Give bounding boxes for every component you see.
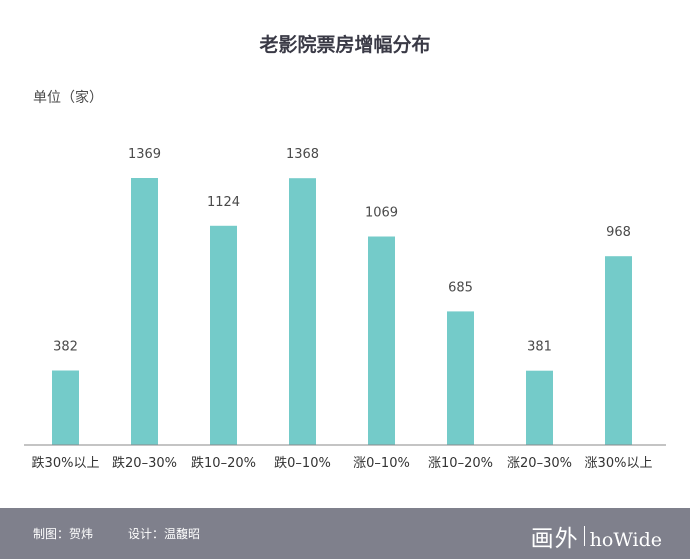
x-tick-label: 涨0–10% [353,456,410,471]
brand-divider [583,526,585,546]
bar-chart: 382 跌30%以上 1369 跌20–30% 1124 跌10–20% 1368 跌0–10… [24,147,666,471]
y-axis-unit-label: 单位（家） [33,90,103,106]
data-label: 382 [53,339,78,354]
bar [368,236,395,445]
brand-name-cn: 画外 [530,526,579,552]
bar [289,178,316,445]
x-tick-label: 跌30%以上 [32,455,100,471]
bar [605,256,632,445]
chart-title: 老影院票房增幅分布 [259,34,431,56]
brand-name-en: hoWide [589,529,662,551]
data-label: 685 [448,280,473,295]
x-tick-label: 跌10–20% [191,455,256,471]
data-label: 1124 [207,195,240,210]
data-label: 1368 [286,147,319,162]
bar [447,311,474,445]
bar [131,178,158,445]
data-label: 381 [527,340,552,355]
data-label: 1369 [128,147,161,162]
brand-logo: 画外 hoWide [531,519,662,553]
data-label: 968 [606,225,631,240]
bar [526,370,553,445]
x-tick-label: 涨10–20% [428,456,493,471]
footer-bar: 制图：贺炜 设计：温馥昭 画外 hoWide [0,508,690,559]
x-tick-label: 涨30%以上 [585,456,653,471]
x-tick-label: 涨20–30% [507,456,572,471]
data-label: 1069 [365,206,398,221]
chart-credit: 制图：贺炜 [33,527,94,541]
design-credit: 设计：温馥昭 [128,527,201,541]
x-tick-label: 跌20–30% [112,455,177,471]
bar [210,225,237,445]
bar [52,370,79,445]
x-tick-label: 跌0–10% [274,455,331,471]
